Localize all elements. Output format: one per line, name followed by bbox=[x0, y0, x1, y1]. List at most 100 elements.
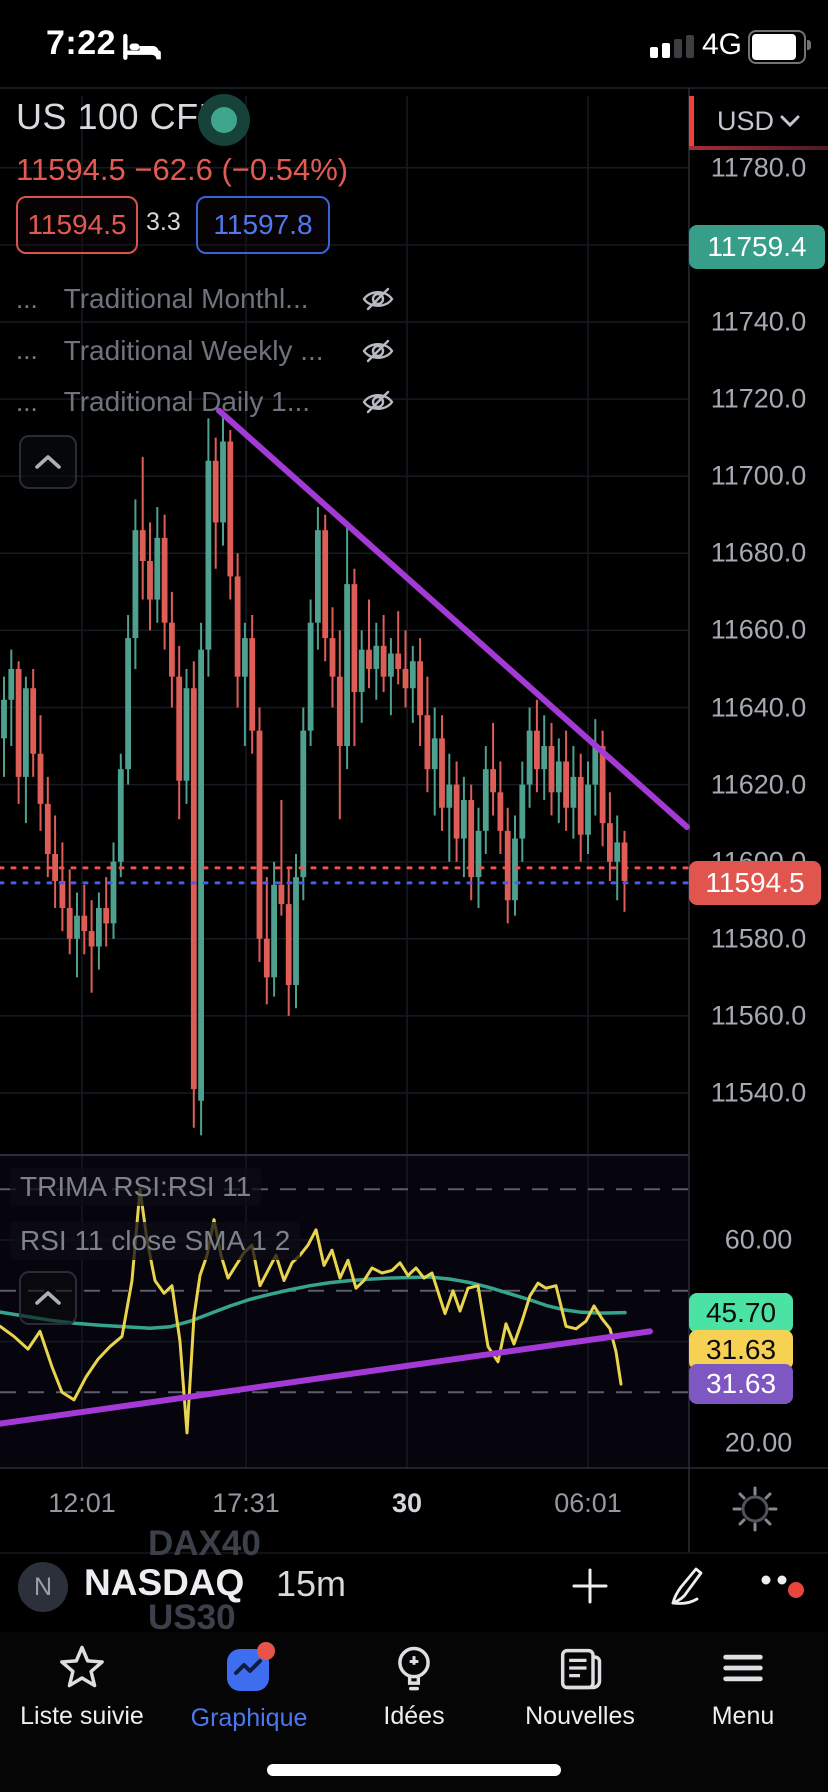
rsi-pane-collapse-button[interactable] bbox=[19, 1271, 77, 1325]
signal-bar bbox=[686, 35, 694, 58]
candle-body bbox=[249, 638, 256, 731]
candle-body bbox=[563, 761, 569, 808]
tab-ideas[interactable]: Idées bbox=[334, 1642, 494, 1731]
cellular-signal-icon bbox=[650, 32, 694, 58]
candle-body bbox=[519, 784, 526, 839]
candle-body bbox=[577, 776, 584, 835]
candle-body bbox=[125, 638, 131, 770]
candle-body bbox=[592, 746, 599, 785]
theme-sun-icon[interactable] bbox=[728, 1482, 782, 1536]
candle-body bbox=[220, 441, 226, 523]
home-indicator[interactable] bbox=[267, 1764, 561, 1776]
active-symbol-name[interactable]: NASDAQ bbox=[84, 1562, 245, 1603]
status-clock: 7:22 bbox=[46, 24, 117, 62]
candle-body bbox=[37, 753, 44, 804]
signal-bar bbox=[662, 43, 670, 58]
main-pane-collapse-button[interactable] bbox=[19, 435, 77, 489]
status-bar: 7:22 4G bbox=[0, 0, 828, 88]
candle-body bbox=[431, 738, 438, 770]
candle-body bbox=[176, 676, 183, 781]
candle-body bbox=[490, 769, 496, 793]
currency-label: USD bbox=[716, 105, 774, 136]
price-tick: 11700.0 bbox=[710, 460, 807, 491]
indicator-more-button[interactable]: ... bbox=[16, 386, 38, 417]
candle-body bbox=[351, 584, 358, 693]
drawing-tools-button[interactable] bbox=[660, 1558, 716, 1614]
candle-body bbox=[461, 800, 467, 839]
candle-body bbox=[103, 907, 110, 924]
news-icon bbox=[554, 1642, 606, 1694]
visibility-eye-off-icon[interactable] bbox=[360, 336, 396, 366]
tab-menu[interactable]: Menu bbox=[663, 1642, 823, 1731]
price-tick: 11540.0 bbox=[710, 1077, 807, 1108]
candle-body bbox=[293, 877, 299, 986]
indicator-label[interactable]: Traditional Monthl... bbox=[63, 283, 309, 314]
rsi-study-title[interactable]: TRIMA RSI:RSI 11 bbox=[10, 1168, 262, 1206]
indicator-label[interactable]: Traditional Weekly ... bbox=[63, 334, 324, 366]
candle-body bbox=[570, 776, 577, 808]
tab-chart[interactable]: Graphique bbox=[169, 1642, 329, 1733]
previous-symbol-ghost[interactable]: DAX40 bbox=[148, 1524, 261, 1563]
more-options-button[interactable] bbox=[752, 1558, 808, 1614]
candle-body bbox=[205, 460, 212, 650]
notification-dot bbox=[788, 1582, 804, 1598]
candle-body bbox=[271, 884, 277, 978]
candle-body bbox=[614, 842, 621, 862]
tab-news[interactable]: Nouvelles bbox=[500, 1642, 660, 1731]
indicator-row: ... Traditional Weekly ... bbox=[16, 335, 396, 367]
candle-body bbox=[526, 730, 533, 785]
spread-value: 3.3 bbox=[146, 208, 181, 236]
candle-body bbox=[482, 769, 489, 831]
indicator-more-button[interactable]: ... bbox=[16, 283, 38, 314]
price-change: −62.6 (−0.54%) bbox=[134, 152, 349, 187]
symbol-avatar[interactable]: N bbox=[18, 1562, 68, 1612]
next-symbol-ghost[interactable]: US30 bbox=[148, 1598, 236, 1637]
candle-body bbox=[439, 738, 445, 808]
indicator-label[interactable]: Traditional Daily 1... bbox=[63, 386, 311, 417]
sleep-focus-icon bbox=[122, 30, 162, 62]
candle-body bbox=[169, 622, 175, 677]
last-price-badge: 11594.5 bbox=[689, 860, 821, 905]
visibility-eye-off-icon[interactable] bbox=[360, 284, 396, 314]
symbol-title[interactable]: US 100 CFD bbox=[16, 96, 226, 137]
candle-body bbox=[548, 746, 555, 793]
candle-body bbox=[30, 688, 37, 754]
candle-body bbox=[607, 823, 613, 862]
candle-body bbox=[395, 653, 402, 669]
candle-body bbox=[161, 537, 168, 623]
tab-label: Nouvelles bbox=[525, 1702, 635, 1730]
visibility-eye-off-icon[interactable] bbox=[360, 387, 396, 417]
candle-body bbox=[417, 661, 423, 716]
indicator-row: ... Traditional Daily 1... bbox=[16, 386, 396, 418]
candle-body bbox=[315, 530, 321, 623]
candle-body bbox=[147, 561, 153, 600]
candle-body bbox=[534, 730, 540, 770]
chart-icon bbox=[222, 1642, 276, 1696]
sell-bid-button[interactable]: 11594.5 bbox=[16, 196, 138, 254]
indicator-more-button[interactable]: ... bbox=[16, 335, 38, 365]
candle-body bbox=[242, 638, 248, 677]
time-tick: 12:01 bbox=[48, 1488, 116, 1518]
rsi-value-badge: 45.70 bbox=[689, 1292, 793, 1333]
currency-selector[interactable]: USD bbox=[689, 94, 828, 148]
signal-bar bbox=[650, 47, 658, 58]
add-indicator-button[interactable] bbox=[562, 1558, 618, 1614]
tab-watchlist[interactable]: Liste suivie bbox=[2, 1642, 162, 1731]
candle-body bbox=[373, 645, 380, 669]
interval-selector[interactable]: 15m bbox=[276, 1563, 347, 1604]
indicator-row: ... Traditional Monthl... bbox=[16, 283, 396, 315]
descending-trendline bbox=[216, 407, 690, 831]
candle-body bbox=[66, 907, 73, 939]
candle-body bbox=[424, 715, 431, 770]
candle-body bbox=[307, 622, 314, 731]
candle-body bbox=[344, 584, 350, 747]
candle-body bbox=[475, 830, 482, 878]
high-price-badge: 11759.4 bbox=[689, 225, 825, 270]
rsi-value-badge: 31.63 bbox=[689, 1329, 793, 1370]
tab-label: Idées bbox=[383, 1702, 445, 1730]
candle-body bbox=[541, 746, 548, 770]
buy-ask-button[interactable]: 11597.8 bbox=[196, 196, 330, 254]
rsi-study-params[interactable]: RSI 11 close SMA 1 2 bbox=[10, 1222, 301, 1260]
